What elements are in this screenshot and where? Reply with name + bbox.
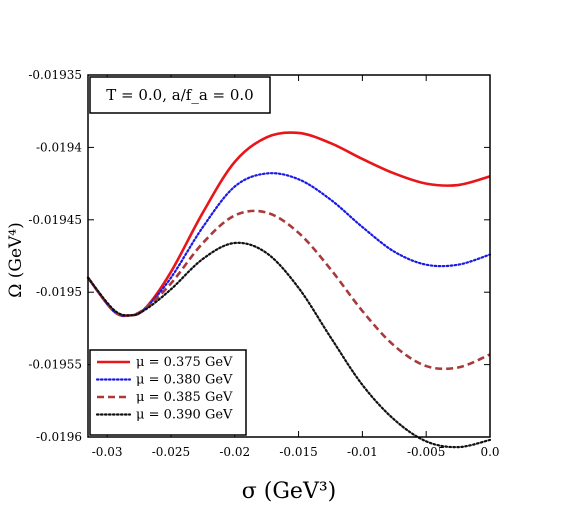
legend-frame	[89, 349, 247, 436]
y-tick-label: -0.01935	[28, 68, 82, 82]
x-tick-label: -0.015	[279, 445, 317, 459]
annotation-frame	[89, 76, 271, 114]
x-tick-label: 0.0	[480, 445, 499, 459]
y-axis-label: Ω (GeV⁴)	[6, 222, 26, 298]
x-tick-label: -0.02	[219, 445, 250, 459]
plot-frame	[87, 74, 491, 438]
x-tick-label: -0.01	[347, 445, 378, 459]
x-tick-label: -0.03	[92, 445, 123, 459]
legend-label-1: μ = 0.375 GeV	[136, 355, 233, 370]
y-tick-label: -0.0195	[36, 285, 82, 299]
y-tick-label: -0.0196	[36, 430, 82, 444]
y-tick-label: -0.0194	[36, 140, 82, 154]
annotation-box: T = 0.0, a/f_a = 0.0	[89, 76, 271, 114]
legend-label-4: μ = 0.390 GeV	[136, 408, 233, 423]
x-tick-label: -0.005	[407, 445, 445, 459]
y-axis-ticks: -0.0196 -0.01955 -0.0195 -0.01945 -0.0194 -0.…	[28, 68, 490, 444]
y-tick-label: -0.01955	[28, 358, 82, 372]
legend-label-3: μ = 0.385 GeV	[136, 390, 233, 405]
x-tick-label: -0.025	[152, 445, 190, 459]
annotation-text: T = 0.0, a/f_a = 0.0	[106, 86, 253, 104]
legend: μ = 0.375 GeV μ = 0.380 GeV μ = 0.385 GeV μ…	[89, 349, 247, 436]
series-line-3	[86, 209, 491, 371]
legend-label-2: μ = 0.380 GeV	[136, 373, 233, 388]
x-axis-label: σ (GeV³)	[242, 479, 336, 504]
y-tick-label: -0.01945	[28, 213, 82, 227]
series-line-2	[86, 172, 492, 317]
